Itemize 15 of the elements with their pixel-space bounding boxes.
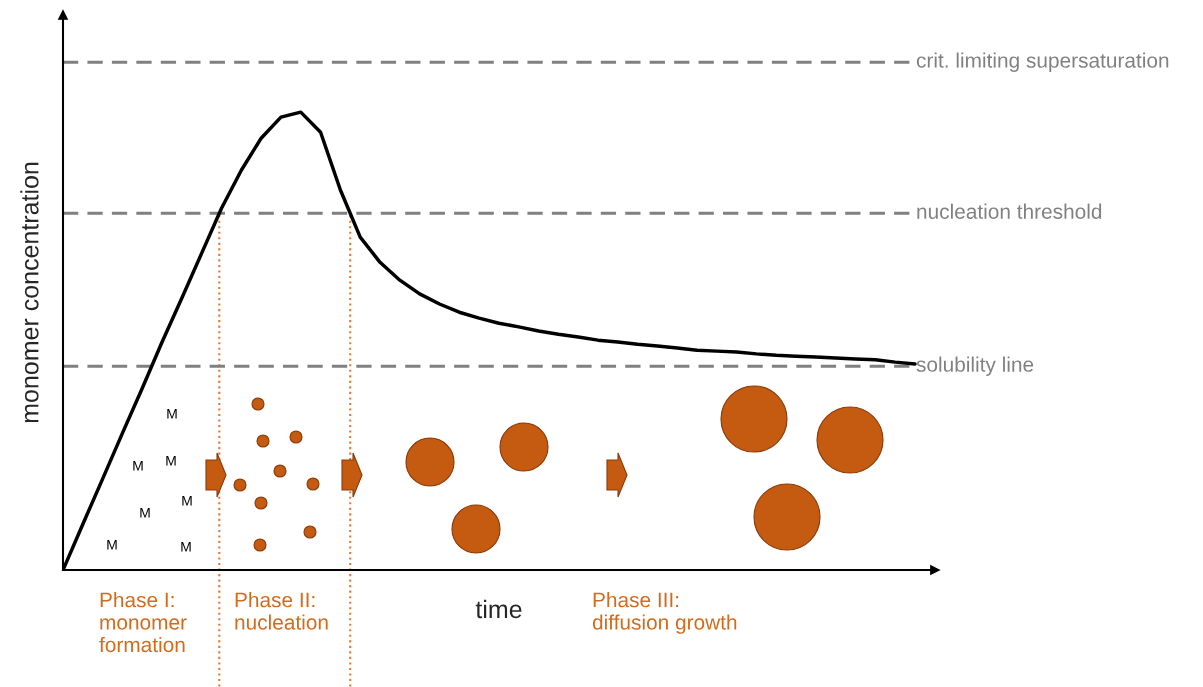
ref-line-label: crit. limiting supersaturation: [916, 52, 1169, 72]
ref-line-label: nucleation threshold: [917, 203, 1102, 219]
annotation: M: [140, 508, 150, 518]
annotation: M: [107, 540, 117, 550]
annotation: M: [166, 456, 176, 466]
annotation: M: [182, 496, 192, 506]
text: Phase I: monomer formation: [99, 592, 187, 653]
y-axis-title: monomer concentration: [20, 162, 39, 423]
ref-line-label: solubility line: [916, 356, 1034, 376]
text: Phase II: nucleation: [235, 592, 328, 630]
annotation: M: [167, 409, 177, 419]
annotation: M: [133, 461, 143, 471]
text: Phase III: diffusion growth: [592, 592, 737, 634]
annotation: M: [181, 542, 191, 552]
x-axis-title: time: [475, 599, 522, 619]
